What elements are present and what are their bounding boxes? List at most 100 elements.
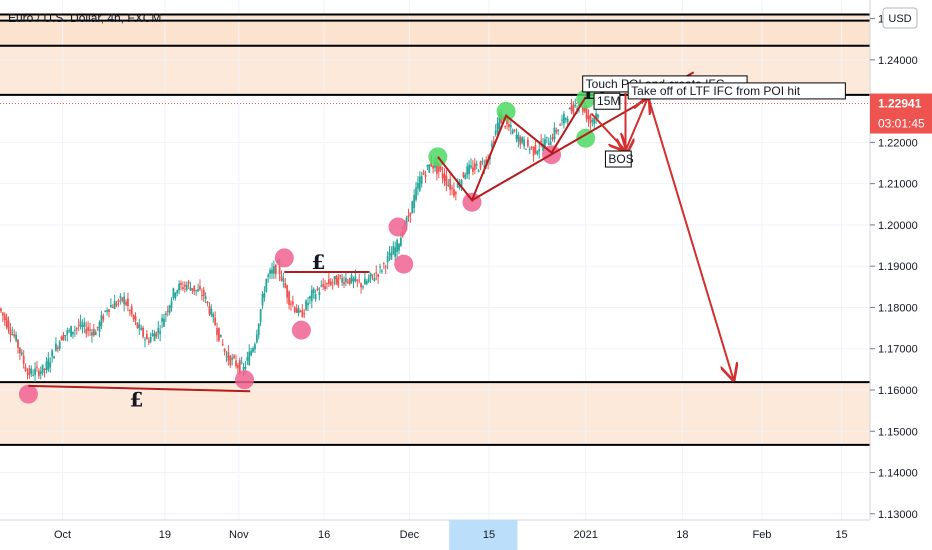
candle-body: [236, 365, 239, 369]
candle-body: [37, 370, 40, 377]
time-axis[interactable]: Oct 19 Nov 16 Dec 15 2021 18 Feb 15: [54, 520, 848, 550]
candle-body: [157, 328, 160, 333]
candle-body: [587, 115, 590, 120]
candle-body: [216, 328, 218, 336]
candle-body: [466, 166, 469, 175]
candle-body: [134, 316, 137, 322]
annotation-4: Take off of LTF IFC from POI hit: [627, 82, 846, 100]
candle-body: [356, 279, 359, 281]
candle-body: [263, 292, 266, 298]
marker-circle-3: [291, 320, 311, 340]
candle-body: [9, 329, 12, 335]
y-tick-label-12: 1.13000: [878, 509, 918, 521]
candle-body: [151, 333, 154, 337]
candle-body: [128, 310, 131, 312]
candle-body: [475, 164, 478, 166]
candle-body: [85, 328, 88, 334]
candle-body: [210, 308, 213, 316]
candle-body: [472, 167, 474, 172]
candle-body: [348, 277, 351, 285]
candle-body: [557, 129, 560, 131]
candle-body: [483, 165, 486, 168]
candle-body: [130, 306, 133, 315]
candle-body: [218, 327, 220, 341]
candle-body: [341, 278, 344, 283]
candle-body: [24, 366, 27, 372]
candle-body: [297, 307, 300, 314]
candle-body: [208, 306, 211, 315]
y-tick-label-9: 1.16000: [878, 385, 918, 397]
candle-body: [498, 114, 501, 130]
candle-body: [193, 285, 196, 292]
candle-body: [219, 334, 222, 338]
candle-body: [581, 106, 584, 112]
candle-body: [108, 309, 110, 313]
candle-body: [183, 284, 186, 287]
candle-body: [147, 340, 150, 343]
candle-body: [337, 277, 340, 286]
candle-body: [526, 139, 529, 147]
candle-body: [117, 300, 120, 303]
candle-body: [45, 361, 48, 370]
candle-body: [58, 341, 61, 349]
candle-body: [477, 170, 480, 173]
candle-body: [299, 311, 302, 313]
drawing-arrow-7: [647, 96, 733, 380]
candle-body: [381, 270, 383, 272]
candle-body: [98, 322, 101, 332]
candle-body: [354, 276, 357, 282]
candle-body: [437, 163, 440, 172]
candle-body: [5, 317, 8, 328]
candle-body: [3, 314, 6, 321]
candle-body: [100, 315, 103, 327]
candle-body: [583, 106, 586, 112]
chart-title: Euro / U.S. Dollar, 4h, FXCM: [8, 11, 161, 25]
candle-body: [206, 301, 209, 304]
candle-body: [384, 266, 387, 268]
candle-body: [428, 164, 431, 173]
candle-body: [360, 283, 362, 288]
candle-body: [309, 296, 311, 299]
candle-body: [597, 114, 599, 118]
candle-body: [235, 360, 237, 367]
candle-body: [441, 173, 444, 179]
drawing-polyline-2: [437, 96, 587, 203]
candle-body: [570, 105, 573, 112]
candle-body: [547, 143, 550, 145]
candle-body: [553, 127, 556, 140]
candle-body: [439, 166, 442, 171]
candle-body: [345, 278, 347, 283]
candle-body: [163, 318, 165, 327]
candle-body: [197, 289, 199, 292]
candle-body: [506, 118, 508, 125]
candle-body: [369, 273, 372, 279]
candle-body: [392, 246, 395, 255]
currency-badge[interactable]: [882, 7, 918, 29]
x-tick-label-4: Dec: [400, 529, 420, 541]
candle-body: [568, 107, 571, 110]
candle-body: [13, 334, 16, 337]
annotation-5: 15M: [593, 92, 620, 110]
candle-body: [15, 334, 18, 341]
candle-body: [81, 325, 84, 327]
candle-body: [545, 136, 548, 138]
candle-body: [307, 302, 309, 306]
candle-body: [422, 172, 425, 175]
candle-body: [34, 368, 36, 375]
candle-body: [574, 105, 577, 107]
candle-body: [322, 284, 325, 287]
candle-body: [293, 307, 296, 312]
candle-body: [242, 367, 245, 370]
candle-body: [593, 118, 596, 124]
candle-body: [377, 274, 380, 277]
candle-body: [30, 368, 33, 374]
candle-body: [32, 375, 35, 377]
x-tick-label-0: Oct: [54, 529, 71, 541]
candle-body: [371, 274, 374, 276]
candle-body: [55, 343, 57, 351]
candle-body: [7, 320, 10, 331]
candle-body: [246, 356, 249, 361]
candle-body: [451, 187, 453, 189]
candle-body: [132, 315, 135, 320]
